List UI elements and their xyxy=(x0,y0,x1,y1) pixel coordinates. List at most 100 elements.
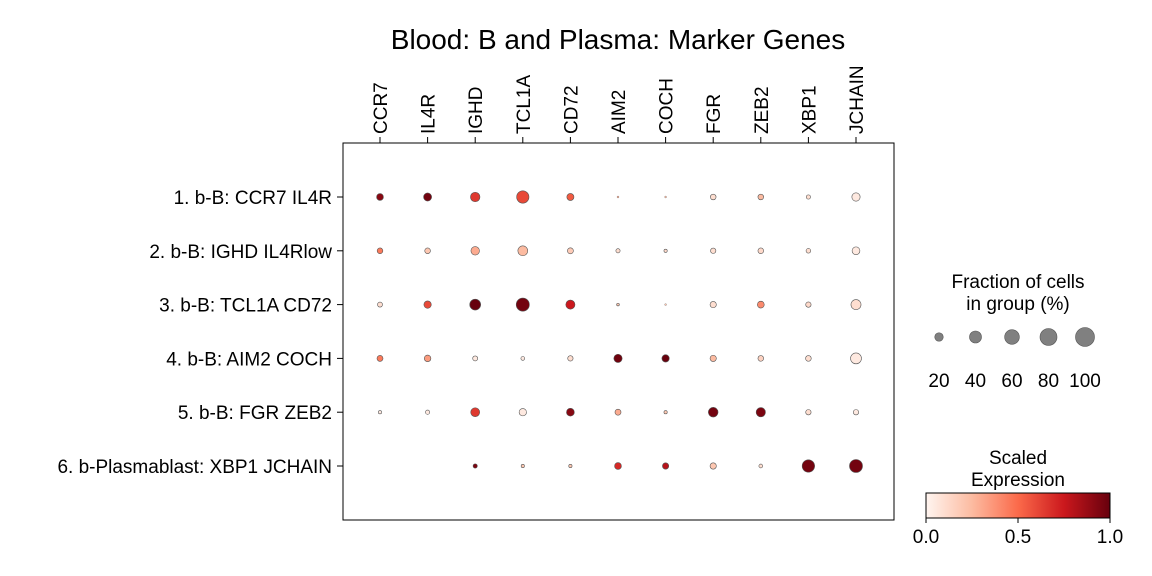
y-tick-label-1: 1. b-B: CCR7 IL4R xyxy=(174,188,332,209)
x-tick-label-xbp1: XBP1 xyxy=(799,85,820,134)
y-tick-label-2: 2. b-B: IGHD IL4Rlow xyxy=(149,242,332,263)
size-legend-dot-80 xyxy=(1039,328,1058,346)
size-legend-dot-60 xyxy=(1004,329,1020,345)
size-legend-label-20: 20 xyxy=(928,371,949,392)
dot-1-xbp1 xyxy=(805,194,811,200)
x-tick-label-fgr: FGR xyxy=(704,94,725,134)
x-tick-label-zeb2: ZEB2 xyxy=(752,86,773,134)
dot-6-aim2 xyxy=(614,462,622,470)
dot-3-ighd xyxy=(469,298,481,311)
size-legend-dot-40 xyxy=(969,330,982,344)
dot-5-ccr7 xyxy=(378,410,382,415)
dot-4-jchain xyxy=(850,352,862,365)
y-tick-label-6: 6. b-Plasmablast: XBP1 JCHAIN xyxy=(57,457,332,478)
size-legend-label-80: 80 xyxy=(1038,371,1059,392)
dot-5-cd72 xyxy=(566,407,575,417)
dot-4-il4r xyxy=(424,354,432,362)
dot-4-aim2 xyxy=(613,353,623,363)
colorbar-tick-label-1: 0.5 xyxy=(1005,527,1031,548)
dot-6-cd72 xyxy=(568,464,573,468)
x-tick-label-aim2: AIM2 xyxy=(609,90,630,134)
dot-4-ighd xyxy=(472,355,479,362)
dot-5-fgr xyxy=(708,407,719,418)
dot-4-zeb2 xyxy=(757,355,764,362)
color-legend: Scaled Expression 0.0 0.5 1.0 xyxy=(913,448,1123,548)
dot-3-jchain xyxy=(850,299,862,310)
size-legend-title-line2: in group (%) xyxy=(966,294,1070,315)
chart-title: Blood: B and Plasma: Marker Genes xyxy=(391,24,845,55)
x-tick-label-ccr7: CCR7 xyxy=(371,82,392,134)
dot-2-il4r xyxy=(424,247,431,254)
dot-4-fgr xyxy=(709,354,717,362)
x-tick-label-cd72: CD72 xyxy=(561,85,582,134)
dot-3-aim2 xyxy=(616,302,620,307)
dot-1-coch xyxy=(664,195,667,199)
x-tick-label-coch: COCH xyxy=(657,78,678,134)
size-legend-dot-100 xyxy=(1075,327,1095,347)
dot-1-ighd xyxy=(470,191,481,203)
dot-1-il4r xyxy=(423,192,432,202)
color-legend-title-line2: Expression xyxy=(971,470,1065,491)
dot-5-xbp1 xyxy=(805,409,812,416)
dot-5-ighd xyxy=(470,407,480,417)
dot-3-ccr7 xyxy=(377,301,383,308)
y-tick-label-3: 3. b-B: TCL1A CD72 xyxy=(159,296,332,317)
dot-3-coch xyxy=(664,303,667,306)
x-axis: CCR7 IL4R IGHD TCL1A CD72 AIM2 COCH FGR ZEB2 XBP1… xyxy=(371,65,868,143)
dot-4-coch xyxy=(661,354,670,363)
dot-2-aim2 xyxy=(615,248,621,254)
size-legend-title-line1: Fraction of cells xyxy=(951,272,1084,293)
dot-5-jchain xyxy=(853,409,859,416)
x-tick-label-tcl1a: TCL1A xyxy=(514,75,535,134)
dot-1-jchain xyxy=(851,192,861,202)
dot-6-fgr xyxy=(709,462,717,470)
color-legend-title-line1: Scaled xyxy=(989,448,1047,469)
dot-5-aim2 xyxy=(614,408,622,416)
dot-5-zeb2 xyxy=(755,407,766,418)
dot-5-tcl1a xyxy=(518,408,527,417)
dot-6-xbp1 xyxy=(801,459,815,473)
dot-2-jchain xyxy=(851,246,861,256)
dot-marks xyxy=(376,190,863,473)
size-legend-label-100: 100 xyxy=(1069,371,1101,392)
y-axis: 1. b-B: CCR7 IL4R 2. b-B: IGHD IL4Rlow 3. … xyxy=(57,188,343,478)
dot-3-tcl1a xyxy=(515,297,530,312)
size-legend-label-60: 60 xyxy=(1001,371,1022,392)
dot-1-cd72 xyxy=(566,193,575,201)
x-tick-label-ighd: IGHD xyxy=(466,87,487,135)
y-tick-label-5: 5. b-B: FGR ZEB2 xyxy=(178,403,332,424)
dot-5-coch xyxy=(663,410,668,415)
dot-2-coch xyxy=(663,248,668,253)
dot-6-jchain xyxy=(849,459,863,473)
dot-1-zeb2 xyxy=(757,193,764,201)
dot-3-fgr xyxy=(709,301,717,309)
dot-1-ccr7 xyxy=(376,193,384,201)
size-legend: Fraction of cells in group (%) 20 40 60 80 1… xyxy=(928,272,1100,392)
dot-6-coch xyxy=(662,462,670,470)
x-tick-label-jchain: JCHAIN xyxy=(847,65,868,134)
dot-6-ighd xyxy=(472,463,478,469)
dot-2-xbp1 xyxy=(805,248,812,254)
dot-4-xbp1 xyxy=(805,355,812,362)
y-tick-label-4: 4. b-B: AIM2 COCH xyxy=(166,349,332,370)
dot-6-zeb2 xyxy=(758,463,763,469)
dot-3-cd72 xyxy=(565,299,576,310)
dot-5-il4r xyxy=(425,409,431,415)
dot-1-fgr xyxy=(710,193,717,201)
colorbar-tick-label-2: 1.0 xyxy=(1097,527,1123,548)
dot-6-tcl1a xyxy=(520,464,525,468)
size-legend-label-40: 40 xyxy=(965,371,986,392)
colorbar-tick-label-0: 0.0 xyxy=(913,527,939,548)
dot-3-zeb2 xyxy=(757,300,765,309)
colorbar-ticks: 0.0 0.5 1.0 xyxy=(913,518,1123,548)
dot-4-ccr7 xyxy=(376,355,384,362)
dot-2-tcl1a xyxy=(517,245,529,257)
dot-3-il4r xyxy=(423,300,432,309)
dot-2-zeb2 xyxy=(757,247,764,254)
colorbar xyxy=(925,492,1111,519)
dot-4-cd72 xyxy=(567,355,574,362)
x-tick-label-il4r: IL4R xyxy=(419,94,440,134)
size-legend-marks: 20 40 60 80 100 xyxy=(928,327,1101,392)
dot-2-cd72 xyxy=(567,247,574,255)
